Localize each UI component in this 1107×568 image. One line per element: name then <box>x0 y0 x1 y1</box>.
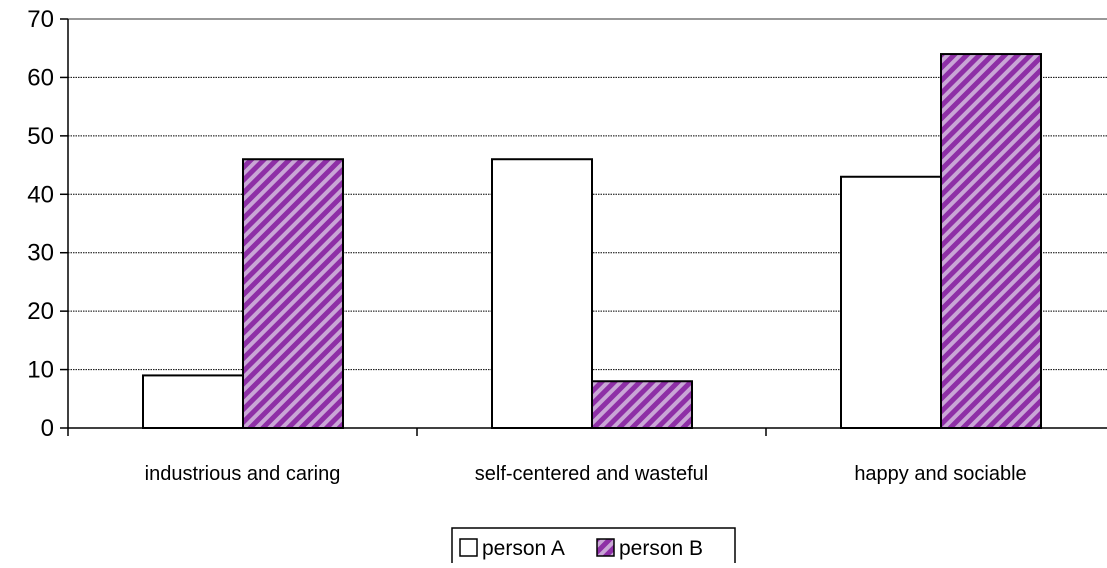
y-tick-label: 70 <box>27 6 54 33</box>
legend-swatch <box>459 538 478 557</box>
bar-person-a-1 <box>491 158 593 429</box>
y-tick-labels: 0 10 20 30 40 50 60 70 <box>27 6 54 442</box>
y-tick-label: 0 <box>41 415 54 442</box>
x-category-label: self-centered and wasteful <box>475 463 708 485</box>
x-category-labels: industrious and caring self-centered and … <box>145 463 1027 485</box>
axes <box>60 18 1107 436</box>
y-tick-label: 60 <box>27 64 54 91</box>
bar-person-b-1 <box>591 380 693 429</box>
y-tick-label: 40 <box>27 181 54 208</box>
legend: person A person B <box>451 527 736 568</box>
legend-box <box>451 527 736 568</box>
y-tick-label: 20 <box>27 298 54 325</box>
y-tick-label: 50 <box>27 123 54 150</box>
legend-label: person B <box>619 537 703 560</box>
legend-swatch <box>596 538 615 557</box>
x-category-label: industrious and caring <box>145 463 341 485</box>
bar-person-b-2 <box>940 53 1042 430</box>
x-category-label: happy and sociable <box>854 463 1026 485</box>
legend-label: person A <box>482 537 565 560</box>
bar-person-a-2 <box>840 175 942 429</box>
y-tick-label: 30 <box>27 240 54 267</box>
y-tick-label: 10 <box>27 357 54 384</box>
bars <box>142 53 1042 430</box>
bar-person-b-0 <box>242 158 344 429</box>
bar-person-a-0 <box>142 374 244 429</box>
